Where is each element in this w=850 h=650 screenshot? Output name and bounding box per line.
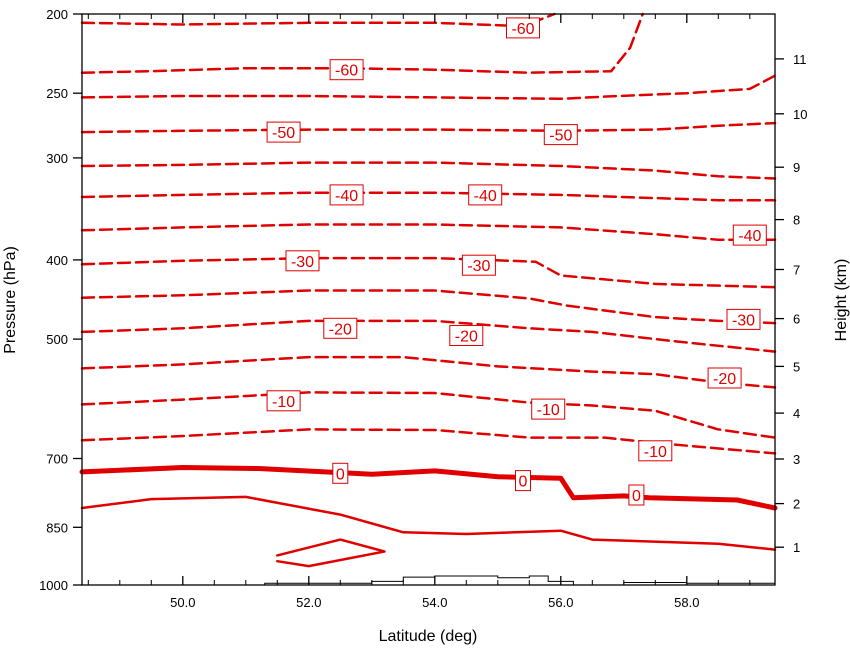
y-axis-title-pressure: Pressure (hPa) bbox=[2, 246, 19, 354]
y-tick-label-pressure: 700 bbox=[46, 452, 68, 467]
contour-label: -20 bbox=[707, 367, 742, 389]
x-axis: 50.0 52.0 54.0 56.0 58.0 bbox=[87, 14, 751, 610]
x-tick-label: 58.0 bbox=[674, 595, 699, 610]
contour-label: -40 bbox=[732, 224, 767, 246]
y-tick-label-pressure: 500 bbox=[46, 332, 68, 347]
y-tick-label-height: 4 bbox=[793, 406, 800, 421]
svg-text:-50: -50 bbox=[272, 125, 295, 142]
svg-text:-30: -30 bbox=[291, 254, 314, 271]
contour-label: -50 bbox=[543, 124, 578, 146]
y-tick-label-height: 1 bbox=[793, 540, 800, 555]
contour-layer bbox=[79, 12, 778, 568]
contour-label: -60 bbox=[506, 17, 540, 39]
y-tick-label-height: 8 bbox=[793, 213, 800, 228]
plot-frame bbox=[81, 13, 776, 586]
contour-line-10 bbox=[80, 495, 777, 551]
contour-line--20 bbox=[80, 319, 777, 353]
svg-text:0: 0 bbox=[336, 466, 345, 483]
svg-text:-10: -10 bbox=[644, 444, 667, 461]
contour-label-layer: -60 -60 -50 -50 -40 -40 -40 -30 -30 -30 -20 -20 -20 -… bbox=[266, 17, 767, 506]
y-tick-label-pressure: 1000 bbox=[39, 578, 68, 593]
contour-label: -60 bbox=[329, 59, 364, 81]
svg-text:-60: -60 bbox=[335, 63, 358, 80]
terrain-layer bbox=[258, 575, 776, 586]
svg-text:-20: -20 bbox=[329, 321, 352, 338]
svg-text:-20: -20 bbox=[455, 329, 478, 346]
contour-line--60 bbox=[80, 74, 777, 101]
svg-text:-10: -10 bbox=[537, 402, 560, 419]
contour-line--50 bbox=[80, 161, 777, 180]
y-tick-label-height: 10 bbox=[793, 107, 807, 122]
contour-line--60 bbox=[80, 12, 556, 28]
y-axis-height: 1 2 3 4 5 6 7 8 9 10 11 bbox=[775, 52, 807, 555]
contour-label: 0 bbox=[515, 470, 531, 492]
contour-label: -40 bbox=[329, 184, 364, 206]
x-axis-title: Latitude (deg) bbox=[379, 628, 478, 645]
contour-line-10 bbox=[276, 538, 386, 568]
contour-label: -30 bbox=[726, 308, 761, 330]
contour-label: -40 bbox=[468, 184, 503, 206]
contour-label: 0 bbox=[332, 462, 349, 484]
y-tick-label-pressure: 200 bbox=[46, 7, 68, 22]
x-tick-label: 52.0 bbox=[296, 595, 321, 610]
contour-line--40 bbox=[80, 223, 777, 242]
contour-label: -30 bbox=[461, 254, 496, 276]
svg-text:-30: -30 bbox=[467, 258, 490, 275]
y-tick-label-height: 2 bbox=[793, 497, 800, 512]
contour-line--40 bbox=[80, 191, 777, 202]
contour-label: -10 bbox=[266, 390, 301, 412]
y-tick-label-height: 6 bbox=[793, 312, 800, 327]
contour-line--50 bbox=[80, 121, 777, 134]
svg-text:-20: -20 bbox=[713, 371, 736, 388]
contour-label: -10 bbox=[638, 440, 673, 462]
contour-label: -20 bbox=[323, 317, 358, 339]
svg-text:0: 0 bbox=[632, 488, 641, 505]
contour-line-0 bbox=[79, 465, 778, 511]
svg-text:-10: -10 bbox=[272, 394, 295, 411]
terrain-outline bbox=[258, 575, 776, 586]
svg-text:-30: -30 bbox=[732, 312, 755, 329]
svg-text:-60: -60 bbox=[511, 21, 534, 38]
y-tick-label-height: 9 bbox=[793, 160, 800, 175]
y-tick-label-pressure: 850 bbox=[46, 520, 68, 535]
x-tick-label: 56.0 bbox=[548, 595, 573, 610]
y-tick-label-pressure: 400 bbox=[46, 253, 68, 268]
contour-label: -30 bbox=[285, 250, 320, 272]
y-tick-label-height: 3 bbox=[793, 452, 800, 467]
contour-line--30 bbox=[80, 289, 777, 325]
y-tick-label-pressure: 250 bbox=[46, 86, 68, 101]
x-tick-label: 50.0 bbox=[170, 595, 195, 610]
y-tick-label-pressure: 300 bbox=[46, 151, 68, 166]
contour-line--30 bbox=[80, 256, 777, 289]
contour-line--20 bbox=[80, 355, 777, 389]
svg-text:0: 0 bbox=[519, 474, 528, 491]
contour-label: 0 bbox=[628, 484, 645, 506]
y-tick-label-height: 11 bbox=[793, 52, 807, 67]
svg-text:-40: -40 bbox=[738, 228, 761, 245]
contour-label: -20 bbox=[449, 325, 484, 346]
y-tick-label-height: 5 bbox=[793, 359, 800, 374]
svg-text:-40: -40 bbox=[474, 188, 497, 205]
y-tick-label-height: 7 bbox=[793, 263, 800, 278]
contour-label: -10 bbox=[531, 398, 566, 420]
y-axis-title-height: Height (km) bbox=[833, 259, 850, 342]
x-tick-label: 54.0 bbox=[422, 595, 447, 610]
contour-line--60 bbox=[80, 12, 644, 74]
contour-line--10 bbox=[80, 391, 777, 439]
svg-text:-50: -50 bbox=[549, 128, 572, 145]
contour-label: -50 bbox=[266, 121, 301, 143]
y-axis-pressure: 1000 850 700 500 400 300 250 200 bbox=[39, 7, 82, 593]
svg-text:-40: -40 bbox=[335, 188, 358, 205]
